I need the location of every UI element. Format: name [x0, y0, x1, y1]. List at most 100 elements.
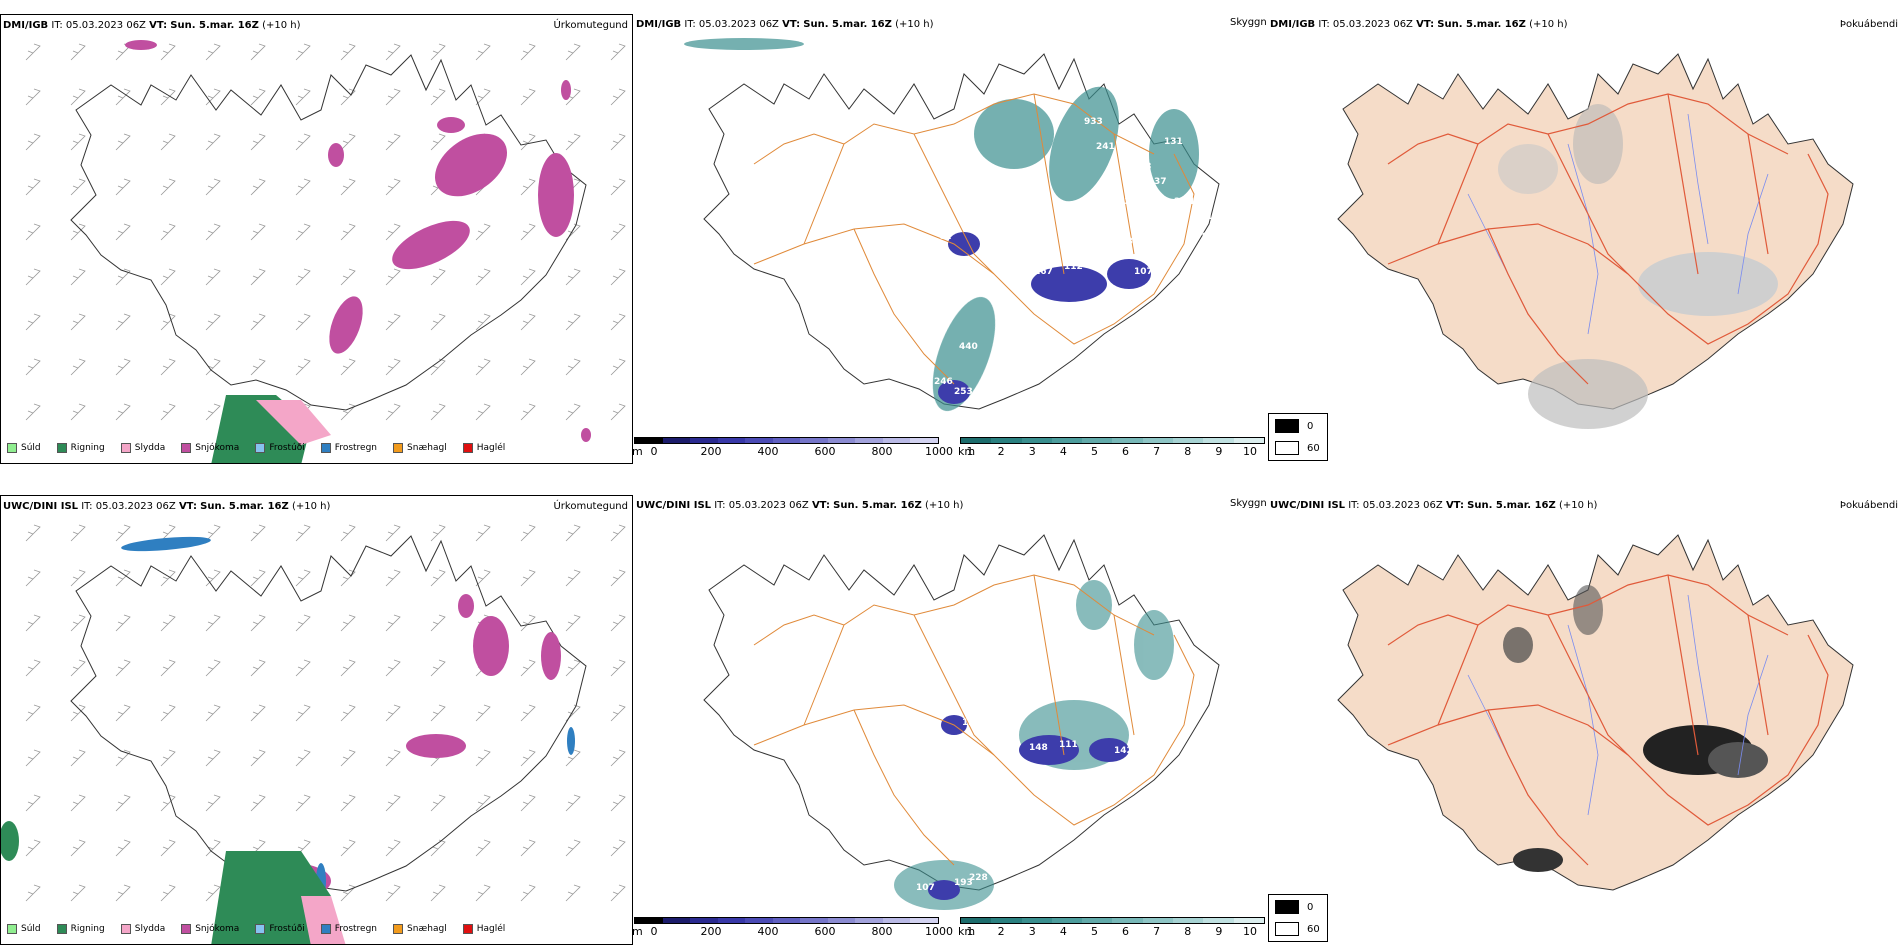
wind-barb — [475, 403, 491, 421]
wind-barb — [160, 178, 176, 196]
wind-barb — [70, 659, 86, 677]
wind-barb — [115, 358, 131, 376]
colorbar-cells — [960, 437, 1265, 444]
legend-item: Súld — [7, 924, 41, 934]
wind-barb — [70, 884, 86, 902]
wind-barb — [250, 178, 266, 196]
legend-swatch — [181, 924, 192, 934]
cloud-title-top: Skyggni — [1230, 17, 1267, 28]
colorbar-cell — [827, 438, 856, 443]
wind-barb — [385, 88, 401, 106]
colorbar-cell — [1233, 438, 1264, 443]
wind-barb — [115, 704, 131, 722]
legend-swatch — [181, 443, 192, 453]
river — [1567, 624, 1599, 816]
road — [913, 133, 995, 275]
legend-swatch — [320, 924, 331, 934]
road — [853, 709, 955, 866]
wind-barb — [565, 268, 581, 286]
wind-barb — [565, 313, 581, 331]
wind-barb — [25, 403, 41, 421]
legend-item: Frostregn — [320, 443, 378, 453]
precip-panel-bottom: UWC/DINI ISL IT: 05.03.2023 06Z VT: Sun.… — [0, 495, 633, 945]
fog-header-bottom: UWC/DINI ISL IT: 05.03.2023 06Z VT: Sun.… — [1270, 500, 1598, 511]
wind-barb — [340, 524, 356, 542]
cloud-base-label: 107 — [916, 883, 935, 893]
wind-barb — [610, 614, 626, 632]
colorbar-ticks: 0 200 400 600 800 1000 — [634, 924, 954, 938]
wind-barb — [340, 178, 356, 196]
wind-barb — [520, 358, 536, 376]
wind-barb — [25, 704, 41, 722]
wind-barb — [295, 749, 311, 767]
colorbar-tick: 10 — [1243, 925, 1257, 938]
wind-barb — [205, 839, 221, 857]
wind-barb — [565, 749, 581, 767]
wind-barb — [430, 614, 446, 632]
colorbar-tick: 1 — [966, 925, 974, 938]
wind-barb — [115, 659, 131, 677]
cloud-base-label: 73 — [1139, 162, 1152, 172]
colorbar-unit: m — [632, 925, 643, 938]
wind-barb — [205, 403, 221, 421]
wind-barb — [520, 839, 536, 857]
wind-barb — [70, 524, 86, 542]
wind-barb — [160, 133, 176, 151]
wind-barb — [385, 839, 401, 857]
legend-label: Slydda — [134, 443, 166, 453]
legend-label: Frostregn — [334, 443, 378, 453]
colorbar-tick: 8 — [1184, 445, 1192, 458]
wind-barb — [205, 794, 221, 812]
legend-label: Rigning — [70, 443, 105, 453]
wind-barb — [115, 524, 131, 542]
precip-panel-top: DMI/IGB IT: 05.03.2023 06Z VT: Sun. 5.ma… — [0, 14, 633, 464]
wind-barb — [205, 614, 221, 632]
wind-barb — [610, 223, 626, 241]
colorbar-cell — [1021, 918, 1052, 923]
road-network — [1387, 93, 1829, 385]
fog-legend-label: 60 — [1307, 442, 1320, 454]
colorbar-tick: 6 — [1122, 925, 1130, 938]
wind-barb — [25, 133, 41, 151]
wind-barb — [70, 313, 86, 331]
wind-barb — [430, 43, 446, 61]
colorbar-cell — [961, 438, 992, 443]
wind-barb — [475, 749, 491, 767]
road — [1387, 614, 1479, 646]
wind-barb — [520, 614, 536, 632]
wind-barb — [25, 268, 41, 286]
legend-swatch — [120, 443, 131, 453]
colorbar-tick: 9 — [1215, 445, 1223, 458]
wind-barb — [385, 569, 401, 587]
road — [1387, 133, 1479, 165]
wind-barb — [610, 524, 626, 542]
colorbar-cells — [634, 917, 939, 924]
wind-barb — [610, 884, 626, 902]
fog-legend-swatch — [1275, 419, 1299, 433]
wind-barb — [250, 223, 266, 241]
cloud-header-bottom: UWC/DINI ISL IT: 05.03.2023 06Z VT: Sun.… — [636, 500, 964, 511]
wind-barb — [520, 88, 536, 106]
legend-label: Súld — [21, 443, 41, 453]
wind-barb — [610, 839, 626, 857]
road — [1033, 93, 1065, 275]
colorbar-tick: 400 — [757, 925, 779, 938]
wind-barb — [385, 704, 401, 722]
cloud-base-label: 150 — [962, 718, 981, 728]
wind-barb — [115, 403, 131, 421]
iceland-land — [1337, 53, 1854, 410]
road — [1547, 133, 1629, 275]
colorbar-tick: 800 — [871, 445, 893, 458]
road — [1437, 574, 1789, 726]
wind-barb — [340, 794, 356, 812]
freezing-rain-areas — [121, 536, 575, 899]
wind-barb — [70, 358, 86, 376]
colorbar-km-bottom: km 1 2 3 4 5 6 7 8 9 10 — [958, 917, 1265, 938]
wind-barb — [520, 268, 536, 286]
road — [1487, 709, 1589, 866]
legend-item: Frostúði — [255, 443, 305, 453]
river — [1567, 143, 1599, 335]
wind-barb — [385, 884, 401, 902]
wind-barb — [25, 614, 41, 632]
wind-barb — [340, 88, 356, 106]
